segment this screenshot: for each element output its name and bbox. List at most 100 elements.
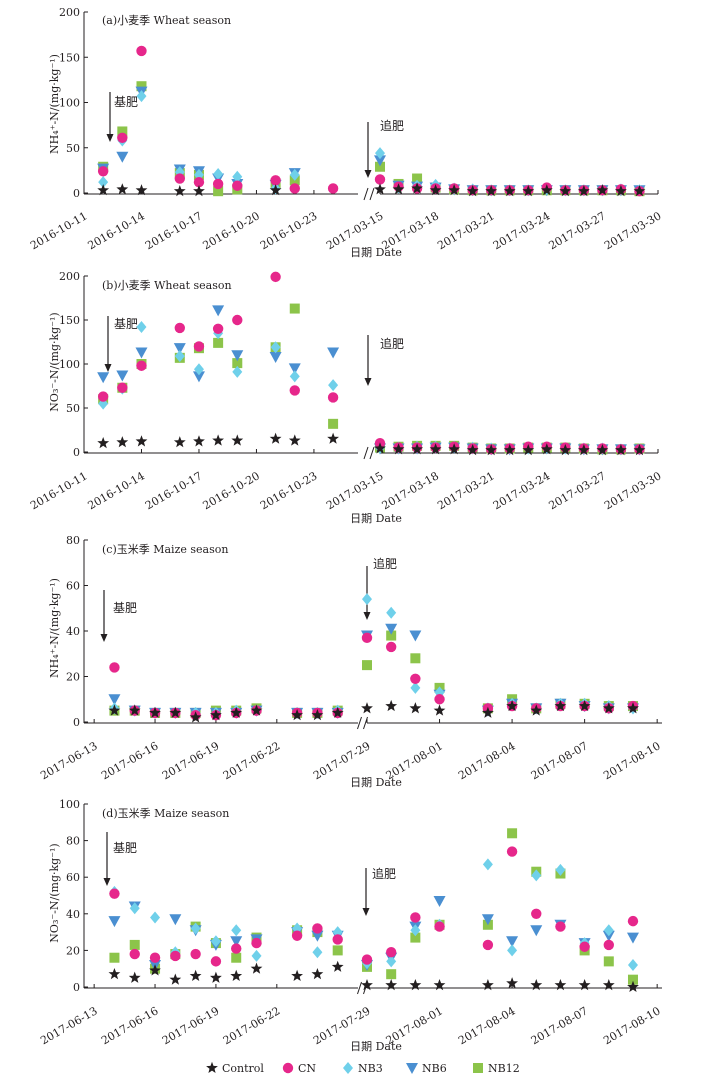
- y-tick-label: 20: [66, 671, 80, 684]
- point-nb6: [116, 151, 129, 163]
- point-nb6: [192, 371, 205, 383]
- point-cn: [170, 950, 181, 962]
- point-control: [169, 973, 182, 985]
- point-nb3: [98, 176, 109, 189]
- y-tick-label: 200: [59, 6, 80, 19]
- point-control: [173, 185, 186, 197]
- point-nb3: [375, 147, 385, 160]
- point-control: [269, 184, 282, 196]
- point-nb6: [230, 936, 243, 948]
- y-tick-label: 150: [59, 314, 80, 327]
- point-control: [327, 432, 339, 444]
- point-nb3: [312, 946, 323, 959]
- point-control: [374, 183, 386, 195]
- point-control: [149, 964, 161, 976]
- point-nb3: [190, 922, 201, 935]
- point-cn: [434, 694, 445, 705]
- point-control: [466, 185, 479, 197]
- point-nb3: [386, 606, 397, 619]
- y-tick-label: 0: [73, 981, 80, 994]
- point-cn: [361, 632, 373, 644]
- point-control: [559, 444, 572, 456]
- x-tick-label: 2017-08-07: [529, 739, 590, 782]
- point-nb3: [174, 350, 185, 363]
- point-control: [448, 184, 460, 196]
- point-cn: [174, 173, 186, 184]
- x-tick-label: 2016-10-11: [28, 209, 89, 252]
- arrow-head: [364, 378, 372, 386]
- point-cn: [136, 45, 147, 57]
- x-axis-title: 日期 Date: [350, 1040, 402, 1053]
- point-nb12: [603, 956, 614, 967]
- x-tick-label: 2017-06-16: [99, 739, 160, 782]
- panel-title: (d)玉米季 Maize season: [102, 807, 229, 820]
- point-nb12: [328, 418, 339, 429]
- point-control: [193, 185, 205, 197]
- legend: Control CN NB3 NB6 NB12: [206, 1061, 520, 1075]
- point-control: [189, 711, 202, 723]
- y-axis-label: NO₃⁻-N/(mg·kg⁻¹): [48, 843, 61, 942]
- point-nb6: [169, 914, 182, 926]
- point-control: [331, 960, 344, 972]
- point-cn: [482, 939, 494, 951]
- x-tick-label: 2017-08-10: [601, 1004, 662, 1047]
- arrow-head: [103, 878, 111, 886]
- point-nb3: [531, 869, 542, 882]
- point-cn: [289, 183, 300, 194]
- x-tick-label: 2017-06-13: [38, 739, 99, 782]
- point-nb6: [173, 343, 186, 355]
- point-nb12: [386, 969, 397, 980]
- point-cn: [327, 183, 339, 194]
- point-nb6: [135, 347, 148, 359]
- point-control: [627, 980, 639, 992]
- axis-break-mark: [357, 981, 362, 995]
- point-nb6: [481, 914, 494, 926]
- y-tick-label: 100: [59, 358, 80, 371]
- point-nb12: [136, 81, 147, 92]
- point-nb3: [555, 863, 566, 876]
- point-nb12: [129, 939, 140, 950]
- point-nb12: [289, 303, 300, 314]
- point-control: [429, 443, 442, 455]
- point-nb12: [232, 358, 243, 369]
- point-cn: [117, 382, 128, 393]
- point-control: [615, 444, 627, 456]
- x-tick-label: 2017-08-04: [456, 739, 517, 782]
- point-control: [361, 702, 373, 714]
- x-tick-label: 2017-03-27: [546, 209, 607, 252]
- point-cn: [603, 939, 615, 951]
- x-tick-label: 2016-10-20: [201, 469, 262, 512]
- point-nb3: [251, 949, 262, 962]
- point-cn: [385, 641, 397, 653]
- x-tick-label: 2016-10-17: [143, 209, 204, 252]
- topdressing-label: 追肥: [380, 118, 404, 133]
- point-nb6: [116, 370, 129, 382]
- point-control: [503, 444, 516, 456]
- base-fertilizer-label: 基肥: [113, 601, 137, 615]
- point-nb3: [507, 944, 518, 957]
- point-control: [361, 979, 373, 991]
- legend-label-cn: CN: [298, 1062, 316, 1075]
- point-control: [633, 444, 646, 456]
- legend-marker-nb6: [406, 1063, 418, 1074]
- point-control: [210, 709, 222, 721]
- point-nb6: [269, 351, 282, 363]
- point-nb12: [627, 974, 638, 985]
- point-cn: [579, 941, 590, 952]
- point-cn: [410, 673, 421, 684]
- point-nb3: [193, 363, 204, 376]
- point-control: [485, 444, 498, 456]
- point-control: [230, 706, 243, 718]
- point-control: [448, 443, 460, 455]
- y-tick-label: 60: [66, 580, 80, 593]
- point-nb12: [117, 126, 128, 137]
- panel-b: 050100150200NO₃⁻-N/(mg·kg⁻¹)2016-10-1120…: [28, 270, 663, 525]
- point-control: [135, 435, 148, 447]
- point-control: [530, 704, 543, 716]
- point-nb6: [311, 930, 324, 942]
- x-tick-label: 2016-10-23: [258, 469, 319, 512]
- point-cn: [193, 176, 205, 188]
- point-control: [385, 979, 398, 991]
- point-control: [108, 968, 121, 980]
- point-nb12: [386, 630, 397, 641]
